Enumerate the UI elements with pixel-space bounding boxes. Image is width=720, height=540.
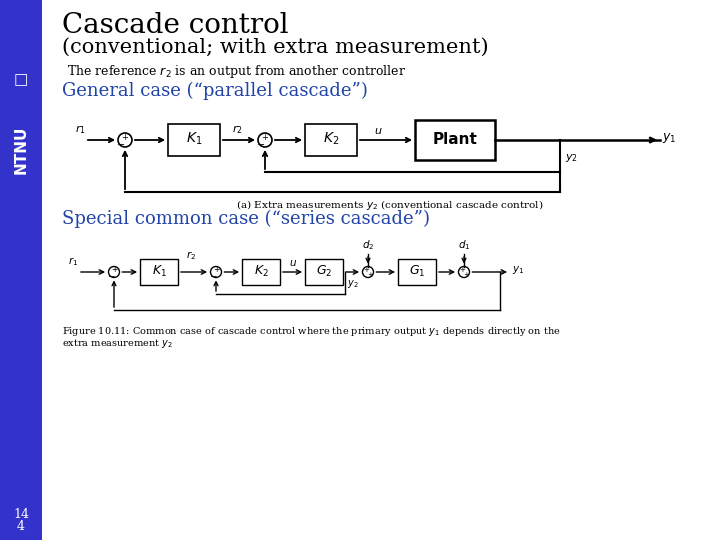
Text: $G_2$: $G_2$ — [316, 264, 332, 279]
Text: extra measurement $y_2$: extra measurement $y_2$ — [62, 337, 173, 350]
Text: $y_2$: $y_2$ — [565, 152, 578, 164]
Text: −: − — [257, 140, 265, 150]
Text: $r_1$: $r_1$ — [75, 123, 86, 136]
Text: +: + — [459, 267, 465, 273]
Text: $y_1$: $y_1$ — [512, 264, 524, 276]
Text: $y_1$: $y_1$ — [662, 131, 677, 145]
Text: $G_1$: $G_1$ — [409, 264, 426, 279]
Text: NTNU: NTNU — [14, 126, 29, 174]
Text: $y_2$: $y_2$ — [347, 278, 359, 290]
Text: Plant: Plant — [433, 132, 477, 146]
Text: +: + — [213, 266, 219, 274]
Text: Figure 10.11: Common case of cascade control where the primary output $y_1$ depe: Figure 10.11: Common case of cascade con… — [62, 325, 561, 338]
Text: $r_2$: $r_2$ — [232, 123, 243, 136]
Text: $r_1$: $r_1$ — [68, 255, 78, 268]
Text: −: − — [117, 140, 125, 150]
Text: $d_1$: $d_1$ — [458, 238, 470, 252]
Text: General case (“parallel cascade”): General case (“parallel cascade”) — [62, 82, 368, 100]
Bar — [305, 259, 343, 285]
Text: $K_1$: $K_1$ — [186, 131, 202, 147]
Bar — [140, 259, 178, 285]
Text: −: − — [107, 272, 114, 280]
Text: +: + — [367, 272, 373, 278]
Text: Special common case (“series cascade”): Special common case (“series cascade”) — [62, 210, 430, 228]
Text: $K_2$: $K_2$ — [323, 131, 339, 147]
Text: The reference $r_2$ is an output from another controller: The reference $r_2$ is an output from an… — [67, 63, 406, 80]
Polygon shape — [0, 0, 42, 540]
Text: $u$: $u$ — [289, 258, 297, 268]
Text: (conventional; with extra measurement): (conventional; with extra measurement) — [62, 38, 489, 57]
Bar — [398, 259, 436, 285]
Text: $d_2$: $d_2$ — [361, 238, 374, 252]
Text: $K_2$: $K_2$ — [253, 264, 269, 279]
Text: +: + — [111, 266, 117, 274]
Bar — [242, 259, 280, 285]
Bar — [168, 124, 220, 156]
Text: $r_2$: $r_2$ — [186, 249, 196, 262]
Text: $K_1$: $K_1$ — [151, 264, 166, 279]
Text: 14: 14 — [13, 509, 29, 522]
Text: $u$: $u$ — [374, 126, 382, 136]
Text: Cascade control: Cascade control — [62, 12, 289, 39]
Text: □: □ — [14, 72, 28, 87]
Bar — [305, 124, 357, 156]
Text: +: + — [463, 272, 469, 278]
Text: +: + — [122, 132, 128, 141]
Text: 4: 4 — [17, 521, 25, 534]
Bar — [415, 120, 495, 160]
Text: −: − — [210, 272, 217, 280]
Text: +: + — [261, 132, 269, 141]
Text: +: + — [363, 267, 369, 273]
Text: (a) Extra measurements $y_2$ (conventional cascade control): (a) Extra measurements $y_2$ (convention… — [236, 198, 544, 212]
